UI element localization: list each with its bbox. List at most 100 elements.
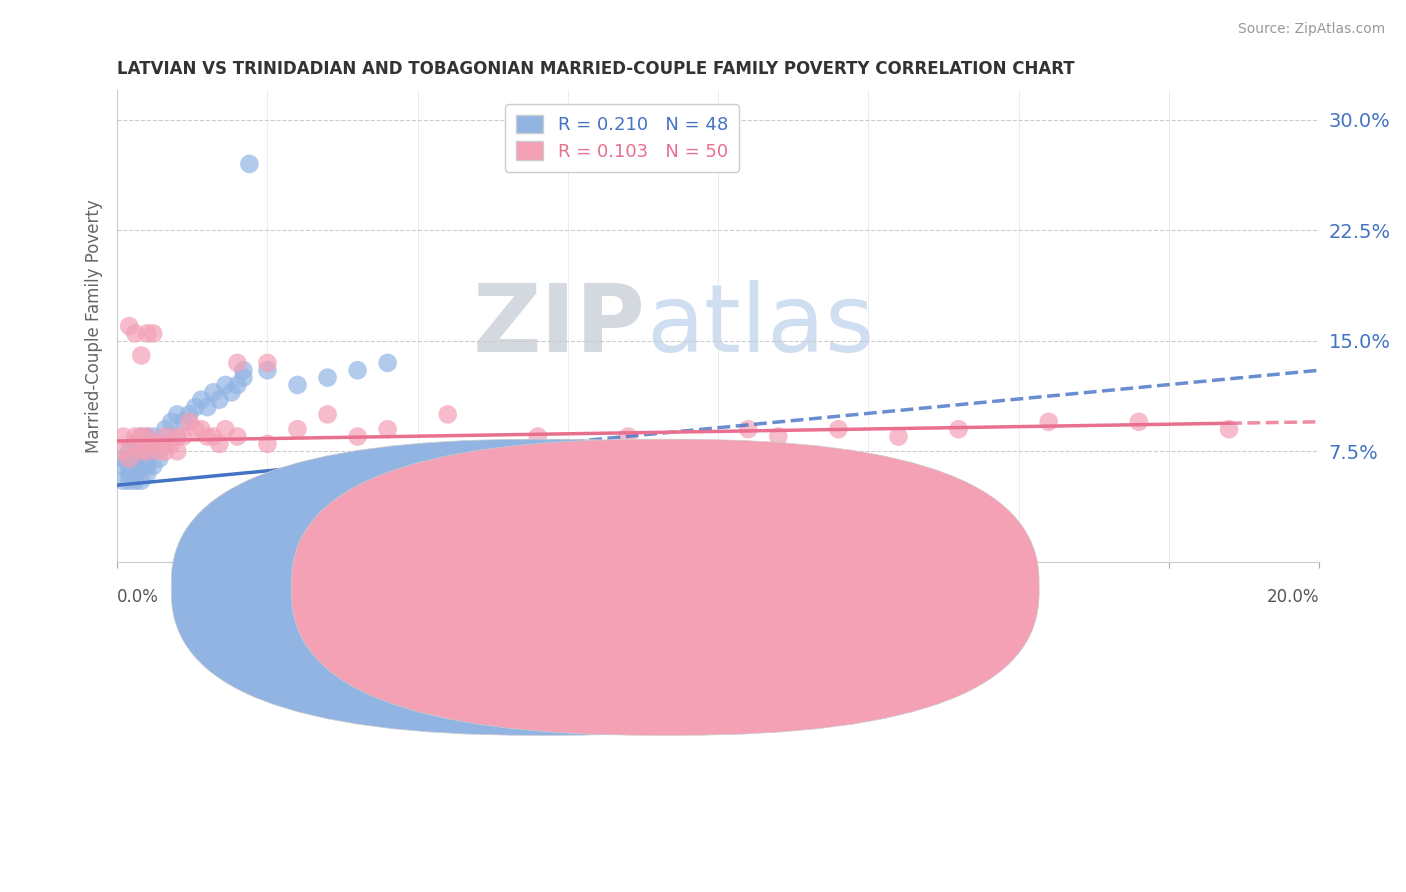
Point [160,437,183,451]
Point [195,400,218,414]
Point [124,467,146,481]
Point [172,429,194,443]
Point [287,422,309,436]
Point [124,451,146,466]
Point [148,444,170,458]
Point [129,444,152,458]
Text: Source: ZipAtlas.com: Source: ZipAtlas.com [1237,22,1385,37]
Point [136,429,159,443]
Point [287,378,309,392]
Point [124,474,146,488]
Point [190,422,212,436]
Point [316,370,339,384]
Point [737,422,759,436]
Point [256,356,278,370]
Point [202,385,225,400]
Point [129,458,152,473]
Point [166,429,188,443]
Point [179,408,201,422]
Point [190,392,212,407]
Point [1218,422,1240,436]
Point [112,458,135,473]
Point [195,429,218,443]
Point [155,429,177,443]
Text: ZIP: ZIP [474,280,645,372]
Text: LATVIAN VS TRINIDADIAN AND TOBAGONIAN MARRIED-COUPLE FAMILY POVERTY CORRELATION : LATVIAN VS TRINIDADIAN AND TOBAGONIAN MA… [117,60,1074,78]
Point [124,326,146,341]
Point [948,422,970,436]
Point [166,408,188,422]
Point [166,444,188,458]
Y-axis label: Married-Couple Family Poverty: Married-Couple Family Poverty [86,199,103,453]
Point [214,422,236,436]
Point [172,415,194,429]
Point [377,356,399,370]
Point [112,444,135,458]
Point [208,437,231,451]
Point [226,356,249,370]
Point [118,319,141,334]
Point [238,157,260,171]
Point [232,370,254,384]
Text: Trinidadians and Tobagonians: Trinidadians and Tobagonians [688,588,932,606]
Point [142,326,165,341]
Point [148,451,170,466]
Point [221,385,243,400]
Point [129,444,152,458]
Point [148,437,170,451]
Point [214,378,236,392]
Point [148,437,170,451]
Point [124,458,146,473]
Legend: R = 0.210   N = 48, R = 0.103   N = 50: R = 0.210 N = 48, R = 0.103 N = 50 [505,104,738,171]
Point [155,444,177,458]
Point [136,444,159,458]
Point [136,444,159,458]
Point [112,474,135,488]
Point [232,363,254,377]
Point [155,422,177,436]
Point [346,429,368,443]
Point [142,458,165,473]
Point [129,429,152,443]
Point [256,363,278,377]
Text: Latvians: Latvians [568,588,638,606]
Point [316,408,339,422]
Point [768,429,790,443]
Point [179,415,201,429]
Point [118,451,141,466]
Point [208,392,231,407]
Point [118,458,141,473]
Point [118,467,141,481]
Point [118,474,141,488]
Point [142,444,165,458]
Point [647,474,669,488]
FancyBboxPatch shape [291,439,1039,735]
Point [166,429,188,443]
Point [136,326,159,341]
Text: 0.0%: 0.0% [117,588,159,606]
Point [617,429,640,443]
Point [436,408,458,422]
Point [112,451,135,466]
Text: atlas: atlas [645,280,875,372]
Point [1128,415,1150,429]
Point [136,467,159,481]
Point [136,458,159,473]
Point [124,437,146,451]
Point [184,422,207,436]
Point [527,429,550,443]
Point [142,429,165,443]
Point [136,429,159,443]
Point [160,415,183,429]
Point [124,437,146,451]
Point [155,437,177,451]
Text: 20.0%: 20.0% [1267,588,1319,606]
Point [124,429,146,443]
Point [129,474,152,488]
FancyBboxPatch shape [172,439,920,735]
Point [377,422,399,436]
Point [1038,415,1060,429]
Point [202,429,225,443]
Point [142,437,165,451]
Point [827,422,849,436]
